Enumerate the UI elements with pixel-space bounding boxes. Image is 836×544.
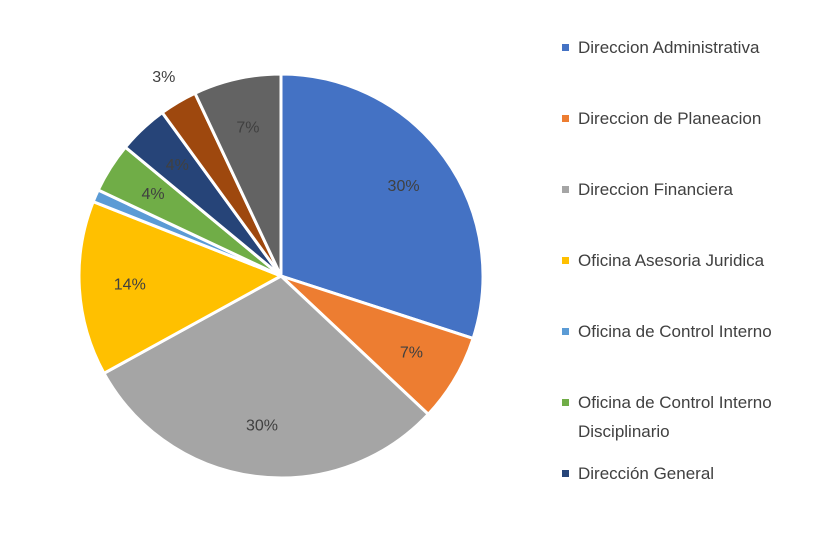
legend-item: Oficina de Control Interno (562, 317, 832, 346)
legend-swatch (562, 399, 569, 406)
legend-item: Oficina Asesoria Juridica (562, 246, 832, 275)
legend-item: Direccion Administrativa (562, 33, 832, 62)
legend-item: Direccion Financiera (562, 175, 832, 204)
data-label: 4% (142, 186, 165, 203)
legend-label: Dirección General (578, 464, 715, 483)
data-label: 7% (236, 119, 259, 136)
data-label: 7% (400, 344, 423, 361)
legend-label: Oficina Asesoria Juridica (578, 251, 765, 270)
legend-swatch (562, 470, 569, 477)
legend-item: Dirección General (562, 459, 832, 488)
pie-slice (192, 72, 283, 277)
legend-swatch (562, 186, 569, 193)
legend-label: Oficina de Control Interno Disciplinario (578, 393, 772, 441)
legend-item: Direccion de Planeacion (562, 104, 832, 133)
data-label: 30% (246, 418, 278, 435)
legend-swatch (562, 257, 569, 264)
data-label: 4% (166, 157, 189, 174)
legend-label: Direccion de Planeacion (578, 109, 762, 128)
legend-swatch (562, 115, 569, 122)
legend-swatch (562, 328, 569, 335)
legend-swatch (562, 44, 569, 51)
data-label: 14% (114, 277, 146, 294)
data-label: 3% (152, 69, 175, 86)
pie-slice (101, 274, 431, 480)
data-label: 30% (388, 178, 420, 195)
legend-label: Direccion Administrativa (578, 38, 760, 57)
pie-slice (77, 199, 285, 376)
legend-label: Oficina de Control Interno (578, 322, 772, 341)
legend-label: Direccion Financiera (578, 180, 733, 199)
legend-item: Oficina de Control Interno Disciplinario (562, 388, 832, 446)
pie-slice (279, 72, 485, 341)
